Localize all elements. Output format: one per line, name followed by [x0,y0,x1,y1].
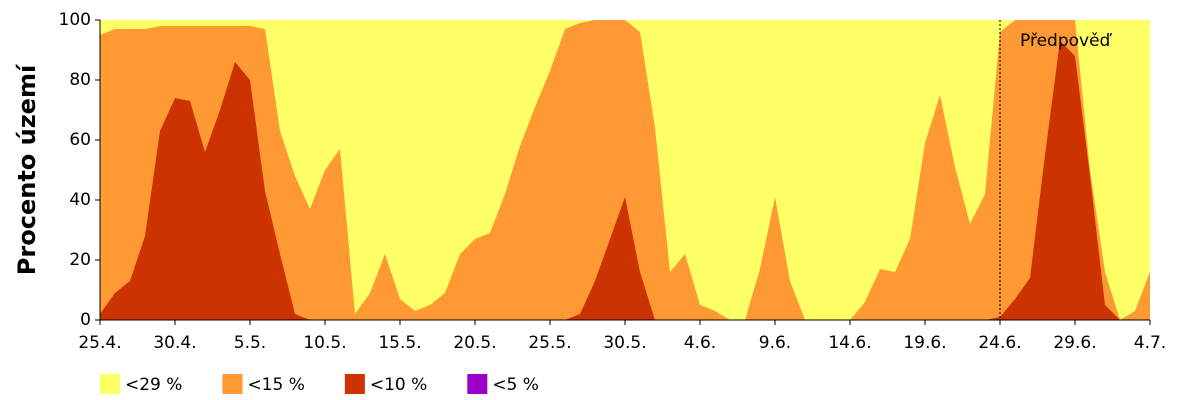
x-tick-label: 30.5. [603,333,646,353]
x-tick-label: 5.5. [234,333,266,353]
x-tick-label: 25.4. [78,333,121,353]
y-tick-label: 60 [69,130,91,150]
y-tick-label: 100 [59,10,91,30]
area [100,41,1150,320]
x-tick-label: 4.7. [1134,333,1166,353]
x-tick-label: 15.5. [378,333,421,353]
forecast-label: Předpověď [1020,31,1113,51]
x-tick-label: 24.6. [978,333,1021,353]
y-axis-label: Procento území [13,63,41,275]
y-tick-label: 20 [69,250,91,270]
x-tick-label: 25.5. [528,333,571,353]
x-tick-label: 14.6. [828,333,871,353]
legend-label: <5 % [492,375,539,395]
legend-swatch [344,374,365,394]
y-tick-label: 80 [69,70,91,90]
legend-label: <15 % [247,375,304,395]
legend-swatch [467,374,488,394]
x-tick-label: 19.6. [903,333,946,353]
x-tick-label: 4.6. [684,333,716,353]
legend-swatch [100,374,120,394]
y-tick-label: 0 [80,310,91,330]
x-tick-label: 9.6. [759,333,791,353]
legend-swatch [222,374,243,394]
legend-label: <10 % [370,375,427,395]
x-tick-label: 30.4. [153,333,196,353]
legend-label: <29 % [125,375,182,395]
x-tick-label: 10.5. [303,333,346,353]
y-tick-label: 40 [69,190,91,210]
area [100,20,1150,320]
x-tick-label: 29.6. [1053,333,1096,353]
x-tick-label: 20.5. [453,333,496,353]
